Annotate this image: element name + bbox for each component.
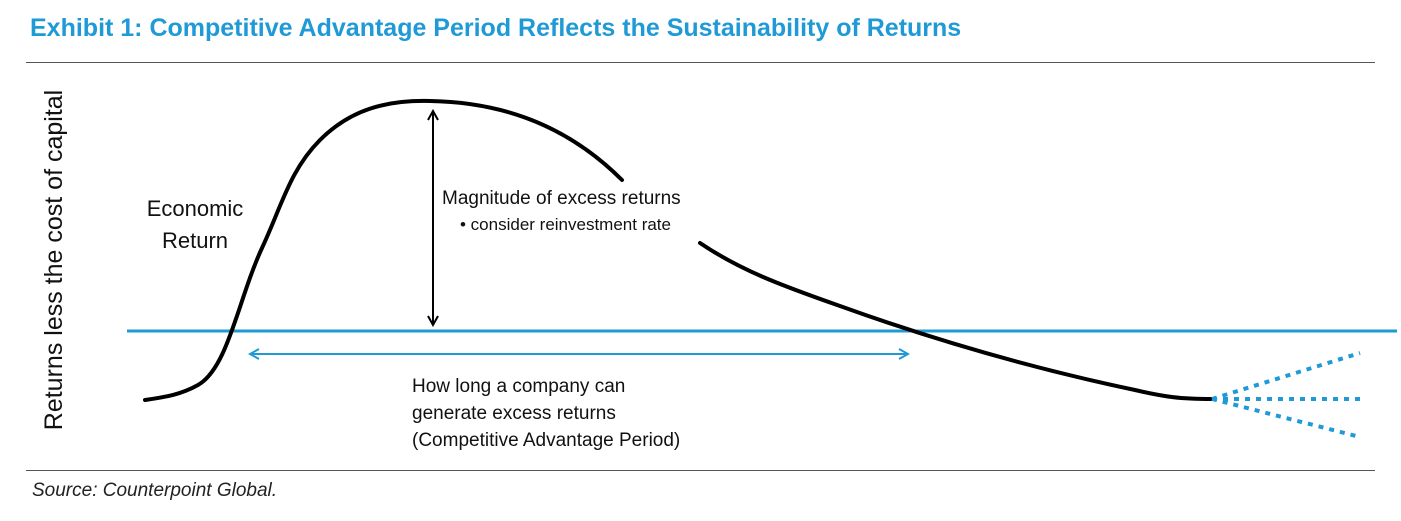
- reinvestment-rate-bullet: • consider reinvestment rate: [460, 215, 671, 234]
- economic-return-curve-tail: [698, 241, 1214, 401]
- period-label-line2: generate excess returns: [412, 403, 616, 424]
- economic-return-label-line2: Return: [162, 228, 228, 253]
- source-note: Source: Counterpoint Global.: [32, 480, 278, 501]
- page-title: Exhibit 1: Competitive Advantage Period …: [30, 14, 962, 42]
- economic-return-curve: [143, 98, 624, 402]
- bottom-divider: [26, 470, 1375, 471]
- period-label-line3: (Competitive Advantage Period): [412, 430, 680, 451]
- y-axis-label: Returns less the cost of capital: [40, 90, 68, 430]
- magnitude-label: Magnitude of excess returns: [442, 188, 681, 209]
- economic-return-label-line1: Economic: [147, 196, 244, 221]
- period-label-line1: How long a company can: [412, 376, 625, 397]
- top-divider: [26, 62, 1375, 63]
- future-return-down-dotted-line: [1211, 397, 1361, 439]
- future-return-up-dotted-line: [1211, 351, 1361, 401]
